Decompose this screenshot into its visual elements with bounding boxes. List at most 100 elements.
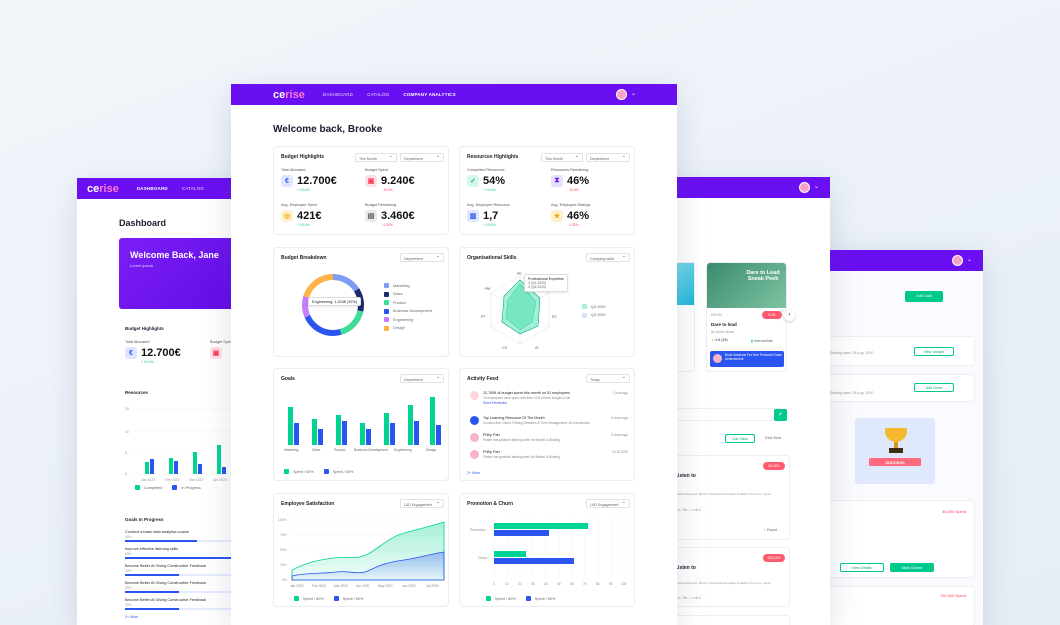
promotion-hbar-chart: Promotion Churn 0 10 20 30 40 50 60 70 8…	[470, 516, 627, 586]
feed-item[interactable]: 12,700€ of budget spent this month on 51…	[470, 391, 628, 405]
level-icon: ▮	[751, 339, 753, 343]
goals-bar[interactable]	[336, 415, 341, 445]
left-x-tick: Mar 2020	[189, 478, 203, 482]
left-goals-more[interactable]: 2+ More	[125, 615, 139, 619]
goals-bar[interactable]	[408, 405, 413, 445]
user-avatar-icon[interactable]	[952, 255, 963, 266]
goals-bar[interactable]	[360, 423, 365, 445]
goals-bar[interactable]	[430, 397, 435, 445]
nav-catalog[interactable]: CATALOG	[367, 92, 390, 97]
goals-legend: Spent / 50% Spent / 50%	[284, 469, 353, 478]
promo-bar[interactable]	[494, 523, 588, 529]
radar-series-q4[interactable]	[501, 279, 541, 335]
chevron-down-icon[interactable]: ⌄	[966, 257, 972, 263]
featured-course-card[interactable]: Dare to Lead Sneak Peek EBOOK € 65 Dare …	[706, 262, 787, 372]
left-logo[interactable]: cerise	[87, 182, 119, 195]
radar-axis-label: IS	[535, 346, 539, 350]
feed-avatar	[470, 416, 479, 425]
goal-item[interactable]: Become Better At Giving Constructive Fee…	[125, 581, 305, 598]
left-resources-title: Resources	[125, 390, 149, 395]
feed-item[interactable]: Top Learning Resource Of The Month Const…	[470, 416, 628, 425]
left-bar	[174, 461, 178, 474]
chevron-down-icon[interactable]: ⌄	[630, 91, 636, 97]
legend-business-development: Business Development	[393, 309, 432, 314]
promo-x-tick: 20	[518, 582, 522, 586]
search-button[interactable]: ⌕	[774, 409, 787, 421]
donut-segment-engineering[interactable]	[302, 274, 364, 336]
goals-title: Goals	[281, 376, 295, 382]
promo-banner[interactable]: Book Sessions For Your Personal Goals Ac…	[710, 351, 784, 367]
carousel-next-button[interactable]: ›	[784, 310, 795, 321]
radar-tooltip-b: 3 (Q4 2020)	[528, 285, 547, 289]
feed-item[interactable]: Philip Parr Parker has grabbed latest gr…	[470, 433, 628, 442]
mark-course-button[interactable]: Mark Course	[890, 563, 934, 572]
add-goal-button[interactable]: Add Goal	[905, 291, 943, 302]
satisfaction-legend: Spent / 60% Spent / 50%	[294, 596, 363, 605]
goals-department-dropdown[interactable]: Department	[400, 374, 444, 383]
add-score-button[interactable]: Add Score	[914, 383, 954, 392]
satisfaction-dropdown[interactable]: L&D Engagement	[400, 499, 444, 508]
user-avatar-icon[interactable]	[799, 182, 810, 193]
budget-highlights-card: Budget Highlights This Month Department …	[273, 146, 449, 235]
goal-item[interactable]: Improve effective listening skills 60%	[125, 547, 305, 564]
view-sample-button[interactable]: View Sample	[914, 347, 954, 356]
nav-company-analytics[interactable]: COMPANY ANALYTICS	[403, 92, 456, 97]
main-logo[interactable]: cerise	[273, 88, 305, 101]
metric-value: 46%	[567, 210, 590, 222]
promo-bar[interactable]	[494, 551, 526, 557]
metric-label: Total Allocated	[281, 168, 306, 172]
feed-period-dropdown[interactable]: Today	[586, 374, 630, 383]
feed-more-link[interactable]: 2+ More	[467, 471, 481, 475]
promo-bar[interactable]	[494, 530, 549, 536]
view-details-button[interactable]: View Details	[840, 563, 884, 572]
left-goals-list: Conduct a basic data analytics course 40…	[125, 530, 305, 615]
user-avatar-icon[interactable]	[616, 89, 627, 100]
area-series-blue[interactable]	[291, 551, 445, 581]
goals-bar[interactable]	[414, 421, 419, 445]
goals-bar[interactable]	[288, 407, 293, 445]
list-view-toggle[interactable]: List View	[725, 434, 755, 443]
promotion-dropdown[interactable]: L&D Engagement	[586, 499, 630, 508]
donut-segment-design[interactable]	[302, 274, 364, 336]
budget-breakdown-card: Budget Breakdown Department Engineering:…	[273, 247, 449, 357]
goals-bar[interactable]	[312, 419, 317, 445]
goal-item[interactable]: Become Better At Giving Constructive Fee…	[125, 564, 305, 581]
grid-view-toggle[interactable]: Grid View	[764, 436, 782, 440]
radar-tooltip: Professional Expertise 4 (Q4 2020) 3 (Q4…	[524, 274, 568, 292]
budget-period-dropdown[interactable]: This Month	[355, 153, 397, 162]
export-button[interactable]: ✓ Export	[763, 528, 778, 532]
course-thumbnail: Dare to Lead Sneak Peek	[707, 263, 786, 308]
chevron-down-icon[interactable]: ⌄	[813, 184, 819, 190]
goal-item[interactable]: Become Better At Giving Constructive Fee…	[125, 598, 305, 615]
goals-bar[interactable]	[390, 423, 395, 445]
nav-dashboard[interactable]: DASHBOARD	[322, 92, 354, 97]
goals-bar[interactable]	[294, 423, 299, 445]
radar-series-q3[interactable]	[505, 283, 537, 331]
metric-value: 1,7	[483, 210, 499, 222]
left-nav-dashboard[interactable]: DASHBOARD	[136, 186, 168, 191]
send-reminder-link[interactable]: Send Reminder	[483, 401, 508, 405]
breakdown-department-dropdown[interactable]: Department	[400, 253, 444, 262]
metric-delta: - 10.4%	[567, 188, 579, 192]
goals-bar[interactable]	[342, 421, 347, 445]
resources-period-dropdown[interactable]: This Month	[541, 153, 583, 162]
skills-scope-dropdown[interactable]: Company-wide	[586, 253, 630, 262]
left-nav-catalog[interactable]: CATALOG	[181, 186, 205, 191]
donut-segment-business-development[interactable]	[302, 274, 364, 336]
budget-department-dropdown[interactable]: Department	[400, 153, 444, 162]
goals-bar[interactable]	[366, 429, 371, 445]
goals-bar[interactable]	[436, 425, 441, 445]
goals-bar[interactable]	[384, 413, 389, 445]
feed-item[interactable]: Philip Parr Parker has grabbed latest gr…	[470, 450, 628, 459]
promo-legend-b: Spent / 50%	[534, 596, 556, 601]
promo-bar[interactable]	[494, 558, 574, 564]
goal-item[interactable]: Conduct a basic data analytics course 40…	[125, 530, 305, 547]
metric-value: 46%	[567, 175, 590, 187]
feed-budget-icon	[470, 391, 479, 400]
donut-segment-sales[interactable]	[302, 274, 364, 336]
goals-bar[interactable]	[318, 429, 323, 445]
legend-swatch	[323, 469, 329, 474]
resources-department-dropdown[interactable]: Department	[586, 153, 630, 162]
metric-value: 421€	[297, 210, 322, 222]
left-legend-completed: Completed	[144, 485, 163, 490]
